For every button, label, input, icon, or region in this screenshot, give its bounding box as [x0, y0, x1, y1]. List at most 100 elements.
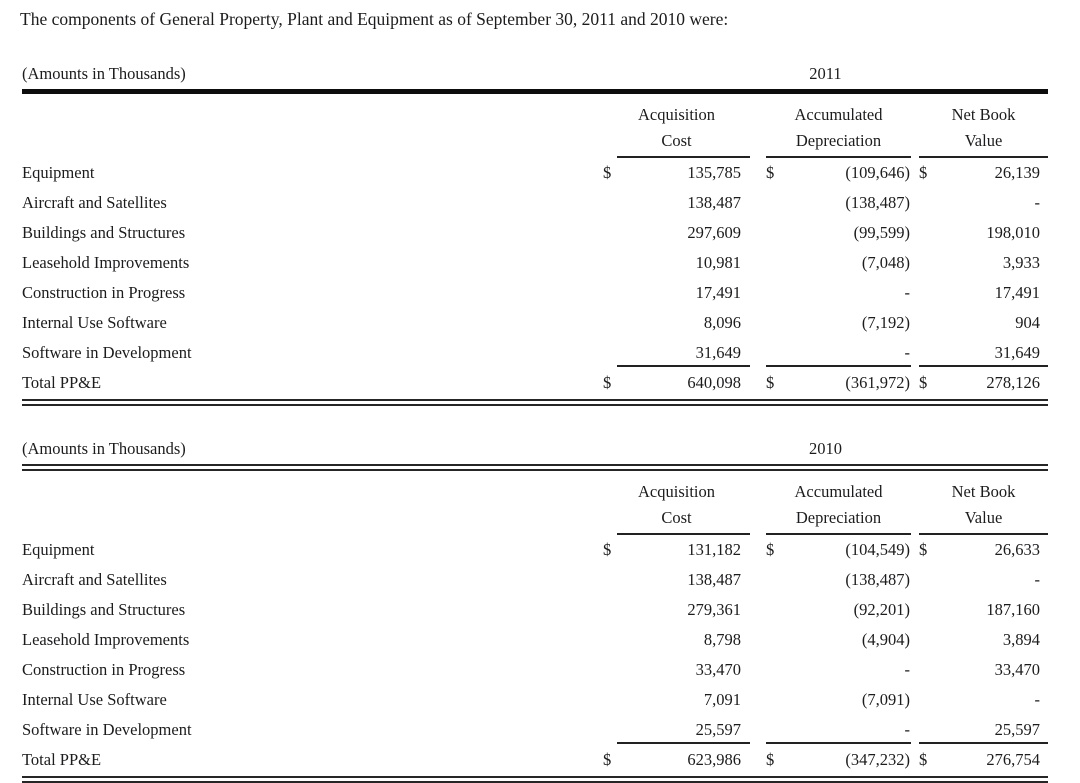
net-book-value-cell: 187,160: [919, 595, 1048, 625]
acquisition-cost-value: 7,091: [703, 690, 741, 709]
table-row: Internal Use Software 7,091 (7,091) -: [22, 685, 1048, 715]
net-book-value: 25,597: [994, 720, 1040, 739]
acquisition-cost-value: 623,986: [687, 750, 741, 769]
year-label: 2010: [809, 439, 842, 458]
currency-symbol: $: [766, 540, 775, 559]
table-body: Equipment $ 131,182 $ (104,549) $ 26,633…: [22, 535, 1048, 775]
column-header-net-book-value: Net Book Value: [919, 479, 1048, 535]
header-underline: [617, 156, 750, 158]
table-row: Equipment $ 131,182 $ (104,549) $ 26,633: [22, 535, 1048, 565]
row-label: Total PP&E: [22, 373, 102, 392]
accumulated-depreciation-value: (361,972): [845, 373, 910, 392]
row-label: Internal Use Software: [22, 313, 167, 332]
accumulated-depreciation-cell: $ (104,549): [766, 535, 911, 565]
table-row: Construction in Progress 17,491 - 17,491: [22, 278, 1048, 308]
net-book-value-cell: 33,470: [919, 655, 1048, 685]
amounts-caption: (Amounts in Thousands): [22, 64, 186, 83]
currency-symbol: $: [919, 163, 928, 182]
column-header-line: Acquisition: [638, 482, 715, 501]
net-book-value: 17,491: [994, 283, 1040, 302]
accumulated-depreciation-value: -: [904, 660, 911, 679]
table-header: Acquisition Cost Accumulated Depreciatio…: [22, 479, 1048, 535]
accumulated-depreciation-value: (138,487): [845, 570, 910, 589]
acquisition-cost-cell: 8,798: [603, 625, 750, 655]
net-book-value-cell: 3,933: [919, 248, 1048, 278]
column-header-line: Value: [964, 131, 1003, 150]
accumulated-depreciation-cell: (138,487): [766, 565, 911, 595]
accumulated-depreciation-cell: $ (361,972): [766, 368, 911, 398]
currency-symbol: $: [919, 540, 928, 559]
net-book-value-cell: $ 276,754: [919, 745, 1048, 775]
net-book-value-cell: $ 278,126: [919, 368, 1048, 398]
acquisition-cost-value: 33,470: [695, 660, 741, 679]
net-book-value-cell: -: [919, 188, 1048, 218]
table-row: Buildings and Structures 279,361 (92,201…: [22, 595, 1048, 625]
net-book-value-cell: 31,649: [919, 338, 1048, 368]
acquisition-cost-cell: $ 623,986: [603, 745, 750, 775]
accumulated-depreciation-cell: (99,599): [766, 218, 911, 248]
currency-symbol: $: [766, 750, 775, 769]
net-book-value: 187,160: [986, 600, 1040, 619]
accumulated-depreciation-value: (99,599): [853, 223, 910, 242]
table-bottom-rule: [22, 776, 1048, 783]
acquisition-cost-cell: 8,096: [603, 308, 750, 338]
table-row: Software in Development 25,597 - 25,597: [22, 715, 1048, 745]
acquisition-cost-value: 8,798: [703, 630, 741, 649]
acquisition-cost-cell: 17,491: [603, 278, 750, 308]
net-book-value-cell: 198,010: [919, 218, 1048, 248]
accumulated-depreciation-cell: -: [766, 655, 911, 685]
currency-symbol: $: [603, 373, 612, 392]
net-book-value-cell: -: [919, 565, 1048, 595]
table-row: Software in Development 31,649 - 31,649: [22, 338, 1048, 368]
acquisition-cost-value: 279,361: [687, 600, 741, 619]
currency-symbol: $: [919, 373, 928, 392]
accumulated-depreciation-value: (138,487): [845, 193, 910, 212]
column-header-line: Depreciation: [795, 131, 882, 150]
acquisition-cost-value: 135,785: [687, 163, 741, 182]
currency-symbol: $: [603, 163, 612, 182]
accumulated-depreciation-value: (7,048): [861, 253, 910, 272]
accumulated-depreciation-cell: -: [766, 338, 911, 368]
accumulated-depreciation-cell: (7,192): [766, 308, 911, 338]
accumulated-depreciation-value: (7,091): [861, 690, 910, 709]
row-label: Buildings and Structures: [22, 223, 186, 242]
net-book-value: 26,633: [994, 540, 1040, 559]
accumulated-depreciation-cell: (7,048): [766, 248, 911, 278]
table-row: Construction in Progress 33,470 - 33,470: [22, 655, 1048, 685]
column-header-line: Net Book: [951, 105, 1016, 124]
column-header-acquisition-cost: Acquisition Cost: [603, 102, 750, 158]
acquisition-cost-cell: 297,609: [603, 218, 750, 248]
header-underline: [766, 533, 911, 535]
net-book-value: 904: [1015, 313, 1040, 332]
column-header-acquisition-cost: Acquisition Cost: [603, 479, 750, 535]
table-row: Leasehold Improvements 8,798 (4,904) 3,8…: [22, 625, 1048, 655]
header-underline: [919, 156, 1048, 158]
acquisition-cost-cell: 138,487: [603, 565, 750, 595]
row-label: Equipment: [22, 540, 95, 559]
column-header-line: Cost: [661, 131, 692, 150]
accumulated-depreciation-cell: (4,904): [766, 625, 911, 655]
net-book-value: 33,470: [994, 660, 1040, 679]
accumulated-depreciation-value: -: [904, 720, 911, 739]
net-book-value-cell: 904: [919, 308, 1048, 338]
net-book-value-cell: 25,597: [919, 715, 1048, 745]
table-row: Total PP&E $ 623,986 $ (347,232) $ 276,7…: [22, 745, 1048, 775]
accumulated-depreciation-value: (347,232): [845, 750, 910, 769]
net-book-value-cell: 3,894: [919, 625, 1048, 655]
acquisition-cost-cell: 279,361: [603, 595, 750, 625]
table-row: Internal Use Software 8,096 (7,192) 904: [22, 308, 1048, 338]
acquisition-cost-value: 8,096: [703, 313, 741, 332]
net-book-value-cell: $ 26,633: [919, 535, 1048, 565]
acquisition-cost-value: 138,487: [687, 570, 741, 589]
accumulated-depreciation-cell: (138,487): [766, 188, 911, 218]
row-label: Internal Use Software: [22, 690, 167, 709]
acquisition-cost-value: 131,182: [687, 540, 741, 559]
acquisition-cost-cell: $ 640,098: [603, 368, 750, 398]
net-book-value: 3,894: [1002, 630, 1040, 649]
row-label: Construction in Progress: [22, 660, 186, 679]
accumulated-depreciation-value: (92,201): [853, 600, 910, 619]
column-header-line: Acquisition: [638, 105, 715, 124]
acquisition-cost-cell: $ 135,785: [603, 158, 750, 188]
acquisition-cost-value: 25,597: [695, 720, 741, 739]
